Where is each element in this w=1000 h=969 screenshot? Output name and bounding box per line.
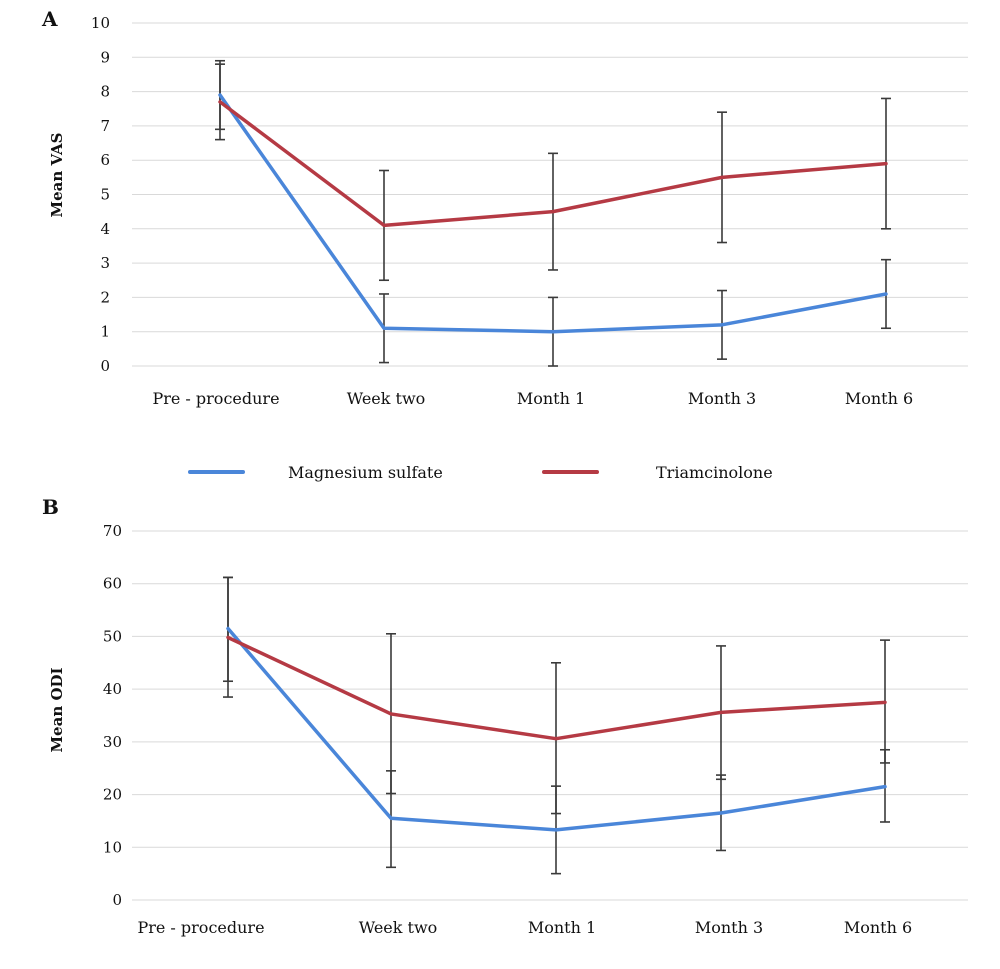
panel-b-x-tick-label: Month 1 <box>528 918 596 937</box>
panel-a-label: A <box>41 7 58 31</box>
panel-b-y-tick-label: 50 <box>103 627 122 645</box>
panel-a-y-tick-label: 0 <box>100 357 110 375</box>
panel-a-x-tick-label: Month 3 <box>688 389 756 408</box>
panel-a-y-tick-label: 2 <box>100 288 110 306</box>
panel-a-y-tick-label: 1 <box>100 323 110 341</box>
panel-b-x-ticks: Pre - procedure Week two Month 1 Month 3 Mon… <box>137 918 912 937</box>
panel-a-y-ticks: 0 1 2 3 4 5 6 7 8 9 10 <box>91 14 110 375</box>
panel-a-x-tick-label: Pre - procedure <box>152 389 279 408</box>
panel-a-x-ticks: Pre - procedure Week two Month 1 Month 3 Mon… <box>152 389 913 408</box>
panel-b-gridlines <box>132 530 968 901</box>
panel-a-y-tick-label: 3 <box>100 254 110 272</box>
legend-label-magnesium-sulfate: Magnesium sulfate <box>288 463 443 482</box>
panel-a: A Mean VAS 0 1 2 3 4 5 6 7 8 9 10 Pre - procedure W… <box>41 7 968 408</box>
panel-a-y-tick-label: 7 <box>100 117 110 135</box>
panel-a-y-tick-label: 8 <box>100 83 110 101</box>
panel-b-x-tick-label: Month 3 <box>695 918 763 937</box>
panel-b-y-tick-label: 0 <box>112 891 122 909</box>
legend-label-triamcinolone: Triamcinolone <box>656 463 773 482</box>
panel-b-y-tick-label: 40 <box>103 680 122 698</box>
panel-b-label: B <box>42 495 59 519</box>
panel-b: B Mean ODI 0 10 20 30 40 50 60 70 Pre - procedu… <box>42 495 968 937</box>
panel-b-x-tick-label: Week two <box>359 918 438 937</box>
panel-a-series <box>218 93 888 334</box>
legend: Magnesium sulfate Triamcinolone <box>188 463 773 482</box>
panel-b-y-tick-label: 30 <box>103 733 122 751</box>
panel-a-y-tick-label: 10 <box>91 14 110 32</box>
panel-a-y-tick-label: 9 <box>100 48 110 66</box>
panel-b-y-ticks: 0 10 20 30 40 50 60 70 <box>103 522 122 909</box>
panel-a-y-tick-label: 5 <box>100 186 110 204</box>
panel-b-x-tick-label: Month 6 <box>844 918 912 937</box>
panel-b-y-tick-label: 20 <box>103 786 122 804</box>
panel-b-y-tick-label: 60 <box>103 575 122 593</box>
panel-a-y-tick-label: 6 <box>100 151 110 169</box>
panel-a-gridlines <box>132 22 968 367</box>
panel-a-y-tick-label: 4 <box>100 220 110 238</box>
panel-b-series <box>226 626 887 832</box>
panel-b-y-axis-label: Mean ODI <box>48 667 66 752</box>
panel-b-y-tick-label: 10 <box>103 838 122 856</box>
panel-a-line-magnesium-sulfate <box>218 93 888 334</box>
panel-a-x-tick-label: Week two <box>347 389 426 408</box>
panel-a-line-triamcinolone <box>218 100 888 228</box>
panel-a-x-tick-label: Month 6 <box>845 389 913 408</box>
panel-b-line-magnesium-sulfate <box>226 626 887 832</box>
panel-a-x-tick-label: Month 1 <box>517 389 585 408</box>
panel-b-x-tick-label: Pre - procedure <box>137 918 264 937</box>
panel-b-line-triamcinolone <box>226 635 887 741</box>
panel-a-y-axis-label: Mean VAS <box>48 133 66 218</box>
panel-b-y-tick-label: 70 <box>103 522 122 540</box>
